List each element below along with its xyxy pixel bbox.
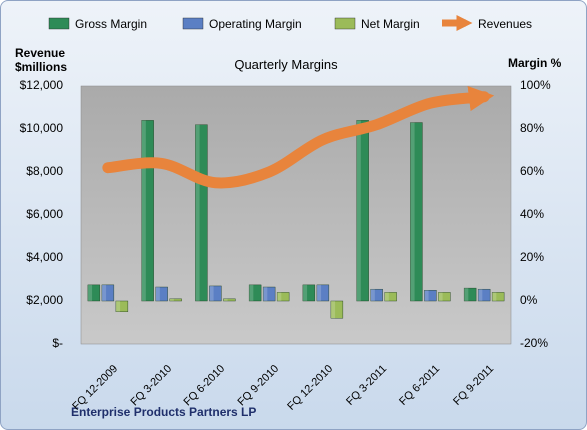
bar-operating-margin-2 — [209, 285, 222, 302]
bar-gross-margin-5 — [356, 120, 369, 302]
bar-net-margin-7 — [491, 292, 505, 302]
left-tick-label: $- — [52, 336, 63, 350]
bars-layer — [87, 120, 505, 319]
bar-operating-margin-4 — [316, 284, 330, 302]
revenues-line — [102, 85, 495, 189]
left-tick-label: $12,000 — [19, 78, 63, 92]
bar-highlight — [424, 290, 429, 301]
right-tick-label: 100% — [520, 78, 551, 92]
bar-operating-margin-6 — [424, 290, 437, 302]
left-tick-label: $10,000 — [19, 121, 63, 135]
line-layer — [102, 85, 495, 189]
bar-net-margin-6 — [438, 292, 451, 302]
bar-highlight — [302, 284, 308, 301]
bar-net-margin-4 — [330, 300, 344, 319]
right-tick-label: 0% — [520, 293, 538, 307]
bar-net-margin-1 — [169, 298, 182, 302]
bar-operating-margin-1 — [155, 286, 168, 302]
left-axis-title: Revenue $millions — [15, 46, 68, 74]
left-tick-label: $2,000 — [26, 293, 63, 307]
bar-highlight — [410, 122, 415, 301]
bar-highlight — [438, 292, 443, 301]
bar-net-margin-5 — [384, 292, 397, 302]
legend: Gross Margin Operating Margin Net Margin Re… — [48, 14, 532, 32]
bar-highlight — [195, 124, 200, 301]
bar-highlight — [169, 298, 174, 301]
right-tick-label: 60% — [520, 164, 545, 178]
bar-operating-margin-5 — [370, 288, 383, 302]
bar-gross-margin-4 — [302, 284, 316, 302]
bar-highlight — [87, 284, 93, 301]
bar-highlight — [330, 301, 336, 319]
right-tick-label: 20% — [520, 250, 545, 264]
chart-title: Quarterly Margins — [234, 57, 338, 72]
bar-highlight — [464, 288, 469, 301]
bar-highlight — [356, 120, 361, 302]
bar-highlight — [384, 292, 389, 301]
legend-swatch-operating-margin — [182, 17, 204, 30]
bar-net-margin-0 — [115, 300, 129, 312]
legend-label: Gross Margin — [75, 17, 147, 31]
bar-highlight — [209, 285, 214, 301]
right-tick-label: 40% — [520, 207, 545, 221]
chart-subtitle: Enterprise Products Partners LP — [71, 405, 257, 419]
left-tick-label: $8,000 — [26, 164, 63, 178]
bar-gross-margin-3 — [248, 284, 262, 302]
bar-highlight — [223, 298, 228, 301]
bar-net-margin-3 — [276, 292, 290, 302]
bar-highlight — [316, 284, 322, 301]
bar-highlight — [478, 289, 483, 301]
bar-gross-margin-7 — [463, 287, 477, 302]
right-tick-label: -20% — [520, 336, 549, 350]
bar-gross-margin-6 — [410, 122, 423, 302]
bar-highlight — [141, 120, 146, 302]
right-axis-title: Margin % — [508, 56, 562, 70]
legend-label: Operating Margin — [209, 17, 302, 31]
bar-highlight — [370, 289, 375, 301]
bar-gross-margin-2 — [195, 124, 208, 302]
legend-label: Revenues — [478, 17, 532, 31]
right-tick-label: 80% — [520, 121, 545, 135]
bar-highlight — [249, 284, 254, 301]
bar-highlight — [263, 287, 268, 301]
legend-swatch-net-margin — [334, 17, 356, 30]
left-tick-label: $6,000 — [26, 207, 63, 221]
bar-highlight — [492, 292, 497, 301]
bar-operating-margin-3 — [262, 286, 276, 302]
bar-operating-margin-0 — [101, 284, 115, 302]
left-tick-label: $4,000 — [26, 250, 63, 264]
bar-net-margin-2 — [223, 298, 236, 302]
bar-gross-margin-0 — [87, 284, 101, 302]
bar-highlight — [277, 292, 282, 301]
bar-operating-margin-7 — [477, 288, 491, 302]
legend-label: Net Margin — [361, 17, 420, 31]
bar-highlight — [101, 284, 107, 301]
legend-swatch-gross-margin — [48, 17, 70, 30]
bar-highlight — [155, 287, 160, 301]
bar-highlight — [115, 301, 121, 312]
